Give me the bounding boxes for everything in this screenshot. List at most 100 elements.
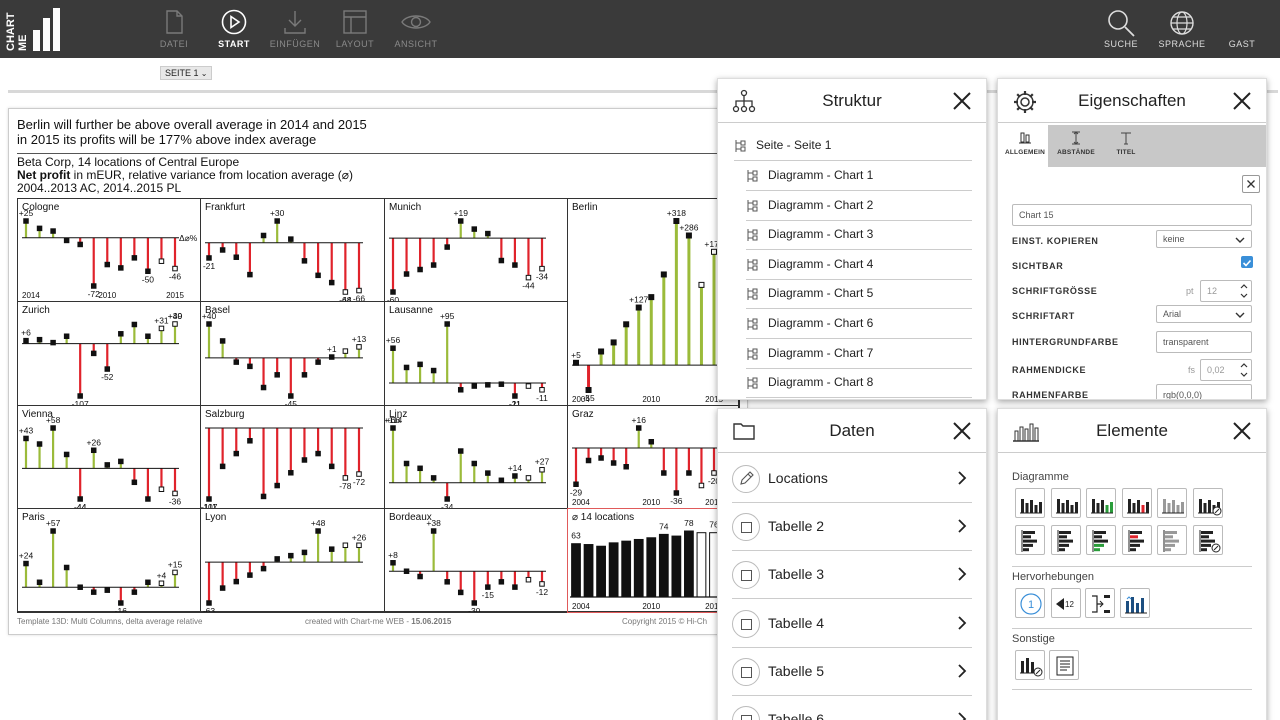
struktur-item[interactable]: Diagramm - Chart 6 [746,309,972,339]
datei-button[interactable]: DATEI [143,6,205,56]
chart-cell[interactable]: +8 +38 -30 -15 -12 Bordeaux [384,508,568,613]
report-sheet[interactable]: Berlin will further be above overall ave… [8,108,748,635]
highlight-arrow-button[interactable]: 12 [1051,588,1081,618]
chart-plot: -29 +16 -36 -20 2004 2010 2015 [570,415,724,507]
chart-type-button[interactable] [1121,488,1152,518]
gast-button[interactable]: GAST [1211,6,1273,56]
layout-button[interactable]: LAYOUT [324,6,386,56]
chart-type-button[interactable] [1157,488,1187,518]
footer-copyright: Copyright 2015 © Hi-Ch [622,617,708,626]
daten-panel: Daten Locations Tabelle 2 Tabelle 3 Tabelle… [717,408,987,720]
chart-type-button[interactable] [1192,525,1223,555]
chart-cell[interactable]: -60 +19 -34 -44 Munich [384,198,568,302]
tab-allgemein[interactable]: ALLGEMEIN [1002,125,1048,167]
data-label: -107 [72,399,89,406]
pin-head [315,272,321,279]
rahmenfarbe-input[interactable]: rgb(0,0,0) [1156,384,1252,399]
daten-item[interactable]: Locations [732,455,972,503]
einst-kopieren-select[interactable]: keine [1156,230,1252,248]
tab-titel[interactable]: TITEL [1102,125,1150,167]
einst-kopieren-label: EINST. KOPIEREN [1012,236,1099,246]
data-label: +40 [202,311,217,321]
tab-abstaende[interactable]: ABSTÄNDE [1052,125,1100,167]
chart-type-button[interactable] [1086,488,1116,518]
chart-name-input[interactable]: Chart 15 [1012,204,1252,226]
pin-head [512,473,518,479]
chart-type-button[interactable] [1015,488,1045,518]
struktur-root[interactable]: Seite - Seite 1 [734,131,972,161]
chart-cell[interactable]: -21 +30 -44 -66 -68 Frankfurt [200,198,385,302]
chart-me-logo[interactable]: CHART ME [5,6,68,52]
daten-item[interactable]: Tabelle 4 [732,600,972,648]
column-chart-icon [1091,499,1113,514]
chart-cell[interactable]: +25 -72 -46 -50 2014 2010 2015 Δ⌀% Cologne [17,198,201,302]
chart-type-button[interactable] [1050,525,1081,555]
chart-type-button[interactable] [1086,525,1116,555]
daten-title: Daten [829,421,875,440]
daten-item[interactable]: Tabelle 2 [732,503,972,552]
data-label: 74 [659,521,669,531]
suche-button[interactable]: SUCHE [1090,6,1152,56]
struktur-root-label: Seite - Seite 1 [756,138,832,152]
chart-cell[interactable]: +40 -45 +1 +13 Basel [200,301,385,406]
data-label: 76 [709,520,719,530]
schriftart-select[interactable]: Arial [1156,305,1252,323]
struktur-item[interactable]: Diagramm - Chart 1 [746,161,972,191]
data-label: +57 [46,518,61,528]
close-icon[interactable] [952,421,972,446]
pin-head [233,578,240,585]
pin-head [90,350,97,357]
highlight-bars-button[interactable] [1120,588,1150,618]
highlight-number-button[interactable]: 1 [1015,588,1045,618]
pin-head [274,218,280,224]
chart-cell[interactable]: +43 +58 -44 +26 -44 -36 Vienna [17,405,201,509]
pin-head [315,359,321,365]
struktur-item[interactable]: Diagramm - Chart 2 [746,191,972,221]
chart-type-button[interactable] [1050,488,1081,518]
struktur-item[interactable]: Diagramm - Chart 4 [746,250,972,280]
einfuegen-button[interactable]: EINFÜGEN [264,6,326,56]
daten-item[interactable]: Tabelle 5 [732,648,972,696]
sichtbar-checkbox[interactable] [1241,256,1253,268]
struktur-item[interactable]: Diagramm - Chart 8 [746,368,972,399]
start-button[interactable]: START [203,6,265,56]
chart-link-button[interactable] [1015,650,1045,680]
page-tab-seite-1[interactable]: SEITE 1 ⌄ [160,66,213,80]
chart-type-button[interactable] [1121,525,1152,555]
chart-cell[interactable]: -63 +48 +26 Lyon [200,508,385,613]
chart-cell[interactable]: +114 -34 +66 +14 +27 Linz [384,405,568,509]
sprache-button[interactable]: SPRACHE [1151,6,1213,56]
eigenschaften-close-small[interactable] [1242,175,1260,193]
pin-head [328,546,335,552]
struktur-item[interactable]: Diagramm - Chart 7 [746,339,972,369]
chart-cell[interactable]: -111 -107 -78 -72 Salzburg [200,405,385,509]
chart-cell[interactable]: +5-55+127+318+286+177200420102015Δ⌀%Berl… [567,198,740,406]
chart-cell[interactable]: +6 -107 -52 +39 +31 +40 Zurich [17,301,201,406]
axis-tick-label: 2014 [22,291,40,300]
daten-item[interactable]: Tabelle 6 [732,696,972,720]
schriftgroesse-input[interactable]: 12 [1200,280,1252,302]
rahmendicke-input[interactable]: 0,02 [1200,359,1252,381]
data-label: -44 [74,502,87,509]
close-icon[interactable] [1232,421,1252,446]
chart-cell[interactable]: +56 +95 -11 -21 -11 Lausanne [384,301,568,406]
text-box-button[interactable] [1049,650,1079,680]
pin-head [525,576,532,583]
hintergrundfarbe-input[interactable]: transparent [1156,331,1252,353]
struktur-item[interactable]: Diagramm - Chart 3 [746,220,972,251]
daten-item[interactable]: Tabelle 3 [732,551,972,600]
close-icon[interactable] [952,91,972,116]
struktur-item[interactable]: Diagramm - Chart 5 [746,279,972,310]
folder-icon [732,419,756,448]
close-icon[interactable] [1232,91,1252,116]
chart-type-button[interactable] [1015,525,1045,555]
ansicht-button[interactable]: ANSICHT [385,6,447,56]
highlight-bracket-button[interactable] [1085,588,1115,618]
pin-head [104,261,111,268]
chart-cell[interactable]: +24 +57 -16 +4 +15 Paris [17,508,201,613]
chart-cell[interactable]: -29 +16 -36 -20 2004 2010 2015 Graz [567,405,740,509]
datei-label: DATEI [159,39,189,49]
chart-type-button[interactable] [1157,525,1187,555]
chart-type-button[interactable] [1192,488,1223,518]
